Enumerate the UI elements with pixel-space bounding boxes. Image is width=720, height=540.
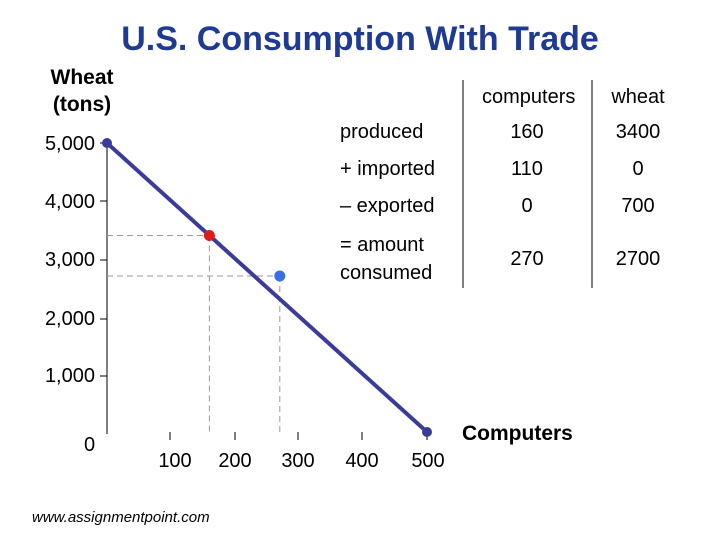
table-cell: 3400 bbox=[615, 121, 661, 143]
x-tick-label: 500 bbox=[411, 450, 445, 472]
ppf-endpoint-computers bbox=[422, 427, 432, 437]
ppf-endpoint-wheat bbox=[102, 138, 112, 148]
x-tick-label: 200 bbox=[218, 450, 252, 472]
page-title: U.S. Consumption With Trade bbox=[121, 20, 599, 58]
table-row-label-consumed: = amount consumed bbox=[340, 231, 432, 287]
y-tick-label: 4,000 bbox=[44, 191, 95, 213]
x-axis-label: Computers bbox=[462, 422, 573, 445]
y-tick-label: 2,000 bbox=[44, 308, 95, 330]
table-cell: 2700 bbox=[615, 248, 661, 270]
table-cell: 160 bbox=[510, 121, 544, 143]
y-tick-label: 1,000 bbox=[44, 365, 95, 387]
watermark: www.assignmentpoint.com bbox=[32, 509, 210, 526]
origin-label: 0 bbox=[84, 434, 96, 456]
x-tick-label: 300 bbox=[281, 450, 315, 472]
y-axis-label: Wheat (tons) bbox=[50, 66, 114, 116]
table-row-label-consumed-line: = amount bbox=[340, 234, 424, 256]
table-header-wheat: wheat bbox=[611, 86, 665, 108]
ppf-line bbox=[105, 141, 429, 434]
table-row-label-produced: produced bbox=[340, 121, 424, 143]
y-tick-label: 3,000 bbox=[44, 249, 95, 271]
table-row-label-exported: – exported bbox=[340, 195, 435, 217]
table-cell: 700 bbox=[621, 195, 655, 217]
table-header-computers: computers bbox=[482, 86, 576, 108]
table-row-label-consumed-line: consumed bbox=[340, 262, 433, 284]
table-row-label-imported: + imported bbox=[340, 158, 436, 180]
table-cell: 0 bbox=[632, 158, 644, 180]
production-point bbox=[203, 229, 215, 241]
table-cell: 0 bbox=[521, 195, 533, 217]
consumption-point bbox=[274, 270, 286, 282]
y-tick-label: 5,000 bbox=[44, 133, 95, 155]
table-cell: 110 bbox=[511, 158, 543, 180]
table-cell: 270 bbox=[510, 248, 544, 270]
x-tick-label: 400 bbox=[345, 450, 379, 472]
x-tick-label: 100 bbox=[158, 450, 192, 472]
